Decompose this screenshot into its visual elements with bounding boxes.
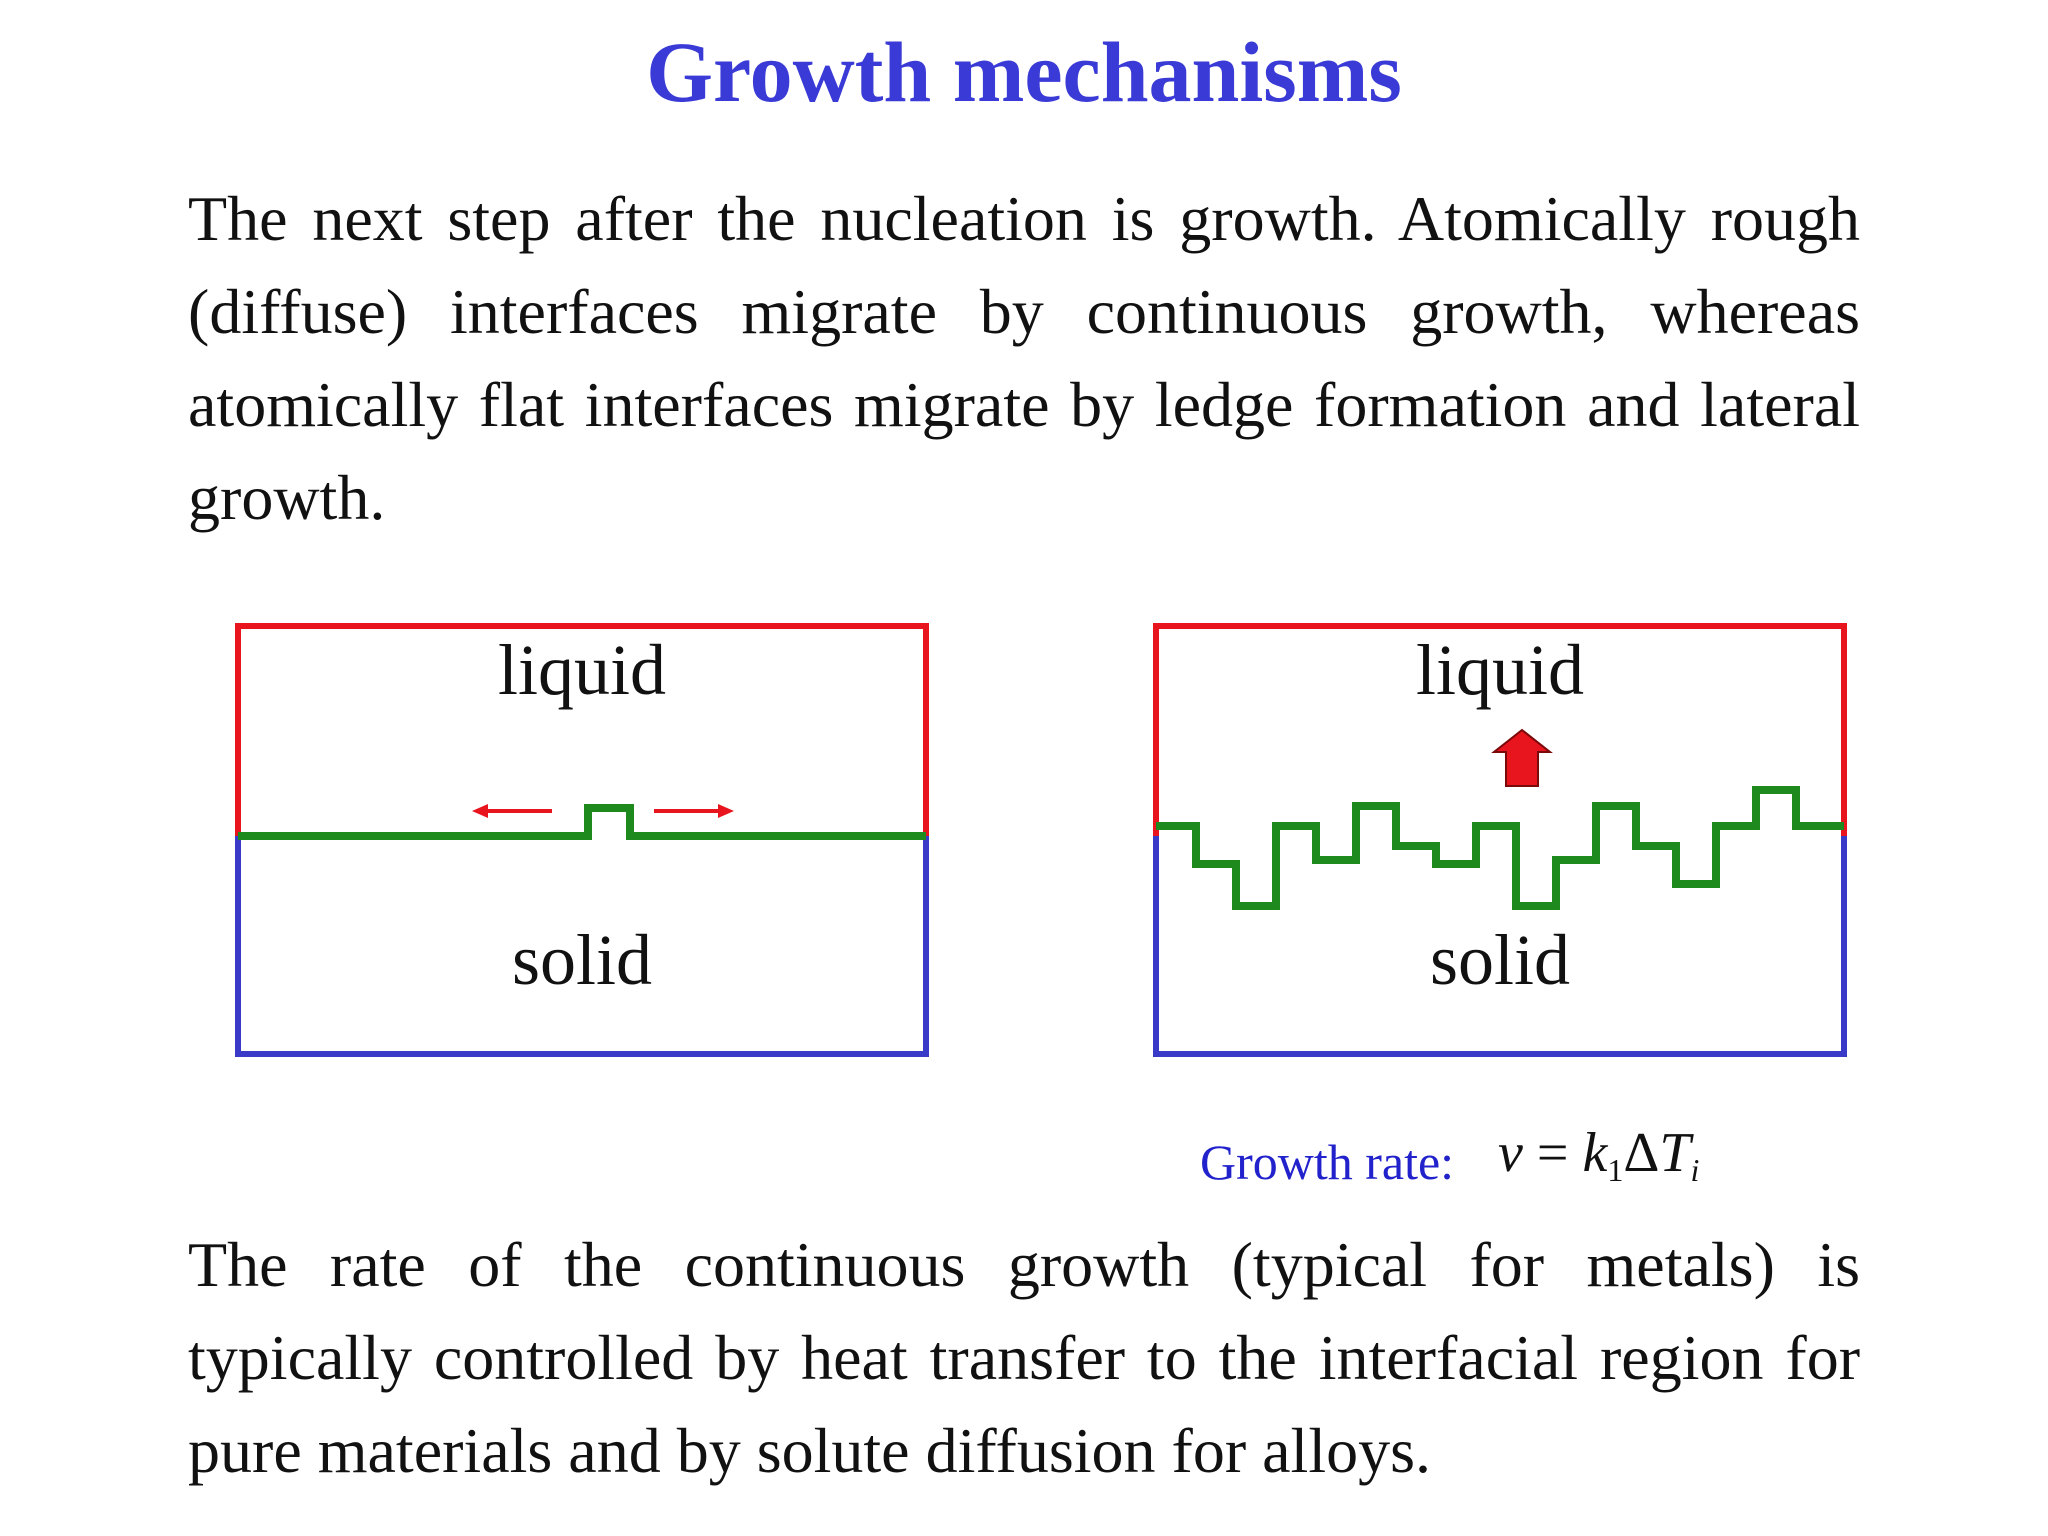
solid-label: solid — [511, 920, 653, 1000]
flat-interface-line — [238, 804, 926, 840]
rough-interface-drawing — [1153, 623, 1847, 1057]
right-lateral-arrow — [654, 804, 734, 818]
kinetic-coefficient-subscript: 1 — [1607, 1152, 1624, 1188]
liquid-region-border — [235, 623, 929, 836]
solid-label: solid — [1429, 920, 1571, 1000]
velocity-symbol: v — [1498, 1122, 1523, 1184]
intro-paragraph: The next step after the nucleation is gr… — [188, 183, 1860, 533]
slide-title: Growth mechanisms — [646, 24, 1402, 120]
delta-symbol: Δ — [1623, 1122, 1660, 1184]
growth-direction-arrow — [1491, 728, 1553, 787]
growth-rate-label: Growth rate: — [1200, 1134, 1455, 1190]
liquid-region-border — [1153, 623, 1847, 836]
flat-interface-diagram: liquid solid — [232, 620, 932, 1060]
equals-sign: = — [1522, 1122, 1583, 1184]
left-lateral-arrow — [472, 804, 552, 818]
liquid-label: liquid — [497, 630, 666, 710]
solid-region-border — [235, 836, 929, 1057]
kinetic-coefficient-symbol: k — [1582, 1122, 1608, 1184]
solid-region-border — [1153, 836, 1847, 1057]
temperature-subscript: i — [1690, 1152, 1700, 1188]
temperature-symbol: T — [1659, 1122, 1691, 1184]
rate-paragraph: The rate of the continuous growth (typic… — [188, 1229, 1860, 1486]
rough-interface-diagram: liquid solid — [1150, 620, 1850, 1060]
rough-interface-line — [1156, 786, 1844, 910]
liquid-label: liquid — [1415, 630, 1584, 710]
flat-interface-drawing — [235, 623, 929, 1057]
growth-rate-equation: v = k1ΔTi — [1498, 1118, 1699, 1205]
